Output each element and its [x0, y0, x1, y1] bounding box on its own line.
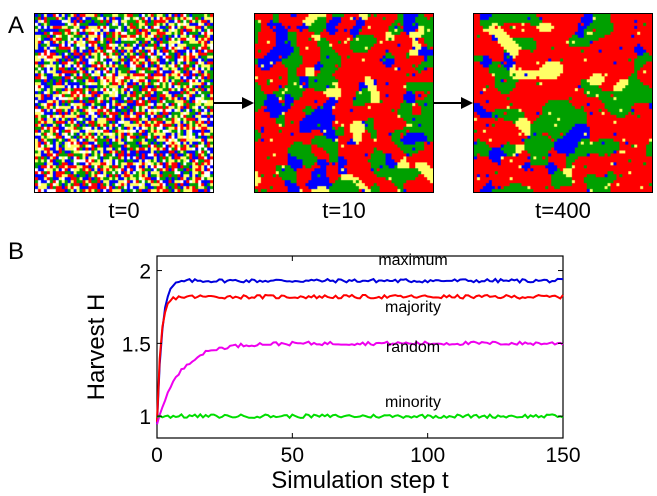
- series-line-majority: [156, 293, 564, 423]
- x-tick-label: 0: [151, 444, 163, 467]
- y-tick-label: 1.5: [122, 333, 151, 356]
- series-line-random: [156, 340, 564, 425]
- x-tick-label: 100: [410, 444, 445, 467]
- snapshot-grid-t10: [254, 13, 434, 193]
- panel-a-label: A: [8, 12, 25, 39]
- snapshot-grid-t0: [34, 13, 214, 193]
- arrow-1: [214, 97, 254, 109]
- snapshot-label-t0: t=0: [108, 198, 140, 223]
- plot-frame: [156, 255, 564, 439]
- snapshot-grid-t400: [473, 13, 653, 193]
- snapshot-label-t10: t=10: [322, 198, 366, 223]
- panel-b-label: B: [8, 238, 25, 265]
- y-axis-label: Harvest H: [83, 294, 110, 401]
- series-label-minority: minority: [385, 394, 441, 411]
- series-label-maximum: maximum: [378, 252, 447, 269]
- y-tick-label: 2: [139, 261, 151, 284]
- series-line-maximum: [156, 277, 564, 425]
- snapshot-label-t400: t=400: [535, 198, 591, 223]
- series-label-random: random: [386, 339, 440, 356]
- x-tick-label: 50: [281, 444, 304, 467]
- series-line-minority: [156, 412, 564, 420]
- x-tick-label: 150: [545, 444, 580, 467]
- arrow-2: [434, 97, 473, 109]
- series-label-majority: majority: [385, 299, 441, 316]
- y-tick-label: 1: [139, 406, 151, 429]
- x-axis-label: Simulation step t: [271, 467, 449, 494]
